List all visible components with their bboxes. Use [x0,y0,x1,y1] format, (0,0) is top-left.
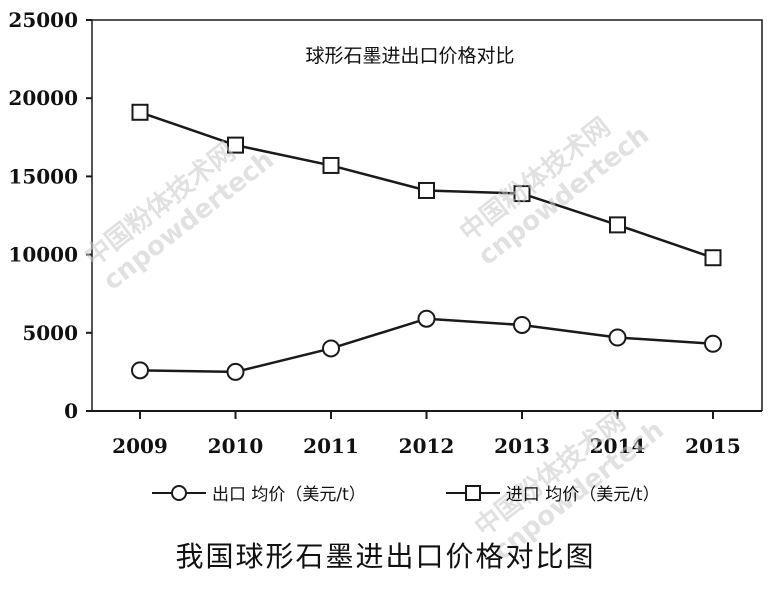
legend-square-marker-icon [445,484,500,501]
legend-item-import: 进口 均价（美元/t） [444,480,660,505]
data-point-export [131,361,149,380]
y-tick-label: 10000 [8,243,78,267]
x-tick-label: 2010 [208,434,264,458]
y-tick-label: 5000 [22,321,78,345]
data-point-export [417,309,436,328]
x-tick-label: 2014 [590,434,646,458]
legend-label-export: 出口 均价（美元/t） [212,485,366,505]
legend-item-export: 出口 均价（美元/t） [150,480,366,505]
data-point-export [226,362,245,381]
chart-title: 球形石墨进出口价格对比 [305,45,514,67]
y-tick-label: 25000 [8,8,78,32]
x-tick-label: 2013 [494,434,550,458]
legend-label-import: 进口 均价（美元/t） [505,485,660,505]
line-chart: 0 5000 10000 15000 20000 25000 2009 2010 2011 201… [8,8,763,458]
y-tick-label: 15000 [8,164,78,188]
data-point-import [704,249,722,267]
x-tick-label: 2015 [685,434,741,458]
figure-caption: 我国球形石墨进出口价格对比图 [175,540,596,573]
data-point-import [418,181,435,199]
chart-legend: 出口 均价（美元/t） 进口 均价（美元/t） [150,480,660,505]
series-layer [131,103,722,381]
x-tick-label: 2011 [303,434,359,458]
data-point-export [608,328,627,347]
y-tick-label: 0 [64,399,78,423]
x-tick-label: 2012 [399,434,455,458]
plot-frame [91,19,763,411]
data-point-import [513,185,531,203]
data-point-import [322,156,340,174]
data-point-export [704,334,722,353]
data-point-import [609,216,626,234]
data-point-import [227,136,244,154]
y-tick-label: 20000 [8,86,78,110]
data-point-export [513,315,531,334]
chart-axes: 0 5000 10000 15000 20000 25000 2009 2010 2011 201… [8,8,763,458]
data-point-import [131,103,149,121]
legend-circle-marker-icon [152,484,206,501]
data-point-export [322,339,340,358]
x-tick-label: 2009 [112,434,168,458]
